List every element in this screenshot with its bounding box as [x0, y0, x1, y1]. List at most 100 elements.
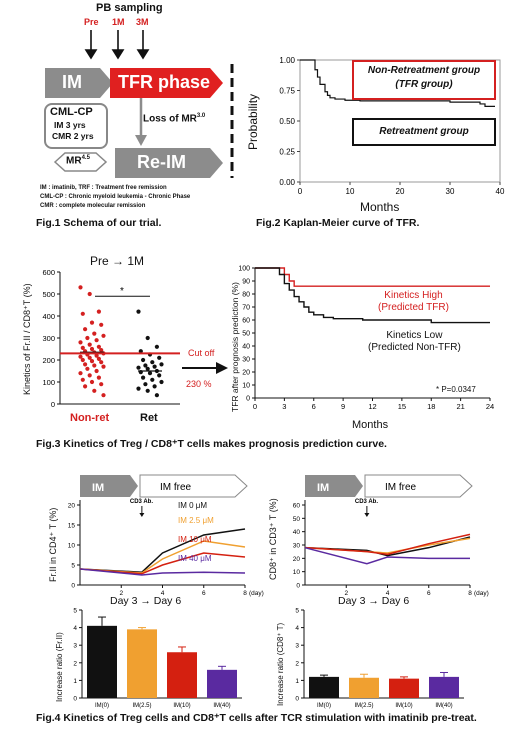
fig2-ytick-label: 0.25 [279, 148, 295, 157]
scatter-point [145, 366, 150, 371]
bar-0 [309, 676, 339, 698]
bar-3 [207, 669, 237, 698]
fig4-ytick-label: 0 [296, 583, 300, 590]
bar-ytick-label: 1 [295, 678, 299, 685]
fig4-imfree-arrow-l [139, 474, 248, 498]
scatter-point [99, 348, 104, 353]
scatter-point [99, 360, 104, 365]
scatter-point [138, 349, 143, 354]
bar-category-label: IM(10) [395, 703, 412, 709]
fig2-xtick-label: 0 [298, 187, 303, 196]
reim-arrow [115, 148, 223, 178]
fig4-right-ylabel: CD8⁺ in CD3⁺ T (%) [268, 498, 278, 580]
fig4-imfree-arrow-r [364, 474, 473, 498]
scatter-point [157, 373, 162, 378]
cutoff-value: 230 % [186, 379, 212, 389]
bar-category-label: IM(10) [173, 703, 190, 709]
bar-ytick-label: 3 [73, 643, 77, 650]
scatter-point [145, 335, 150, 341]
scatter-ytick-label: 200 [42, 356, 55, 365]
scatter-point [87, 373, 92, 378]
scatter-point [80, 311, 85, 316]
high-label: Kinetics High (Predicted TFR) [378, 290, 449, 313]
scatter-point [92, 388, 97, 393]
loss-label: Loss of MR3.0 [143, 113, 206, 125]
fig2-xtick-label: 20 [396, 187, 405, 196]
bar-category-label: IM(2.5) [132, 703, 151, 709]
fig4-im-label-r: IM [317, 482, 329, 494]
mr-label: MR4.5 [66, 155, 90, 167]
km-ytick-label: 70 [242, 305, 250, 312]
fig3-caption: Fig.3 Kinetics of Treg / CD8⁺T cells mak… [36, 438, 387, 450]
scatter-point [83, 362, 88, 367]
km-ytick-label: 100 [238, 266, 250, 273]
non-retreatment-box: Non-Retreatment group (TFR group) [352, 60, 496, 100]
cml-line1: IM 3 yrs [54, 120, 86, 130]
fig4-series-3 [304, 546, 470, 565]
fig2-ytick-label: 0.75 [279, 87, 295, 96]
km-ytick-label: 80 [242, 292, 250, 299]
pvalue: * P=0.0347 [436, 385, 476, 394]
scatter-title: Pre → 1M [90, 254, 145, 268]
fig4-xtick-label: 2 [344, 590, 348, 597]
fig1-schema [44, 30, 234, 178]
km-xlabel: Months [352, 419, 389, 431]
low-label: Kinetics Low (Predicted Non-TFR) [368, 330, 461, 353]
time-3m: 3M [136, 17, 149, 27]
fig4-xtick-label: 6 [427, 590, 431, 597]
im-label: IM [62, 72, 82, 92]
scatter-point [80, 377, 85, 382]
bar-category-label: IM(0) [95, 703, 109, 709]
scatter-point [141, 357, 146, 363]
fig4-xtick-label: 4 [161, 590, 165, 597]
km-ytick-label: 60 [242, 318, 250, 325]
km-curve-0 [255, 267, 490, 287]
fig4-series-label-0: IM 0 μM [178, 501, 207, 510]
fig4-xtick-label: 4 [386, 590, 390, 597]
fig4-cd3-arrowhead [364, 513, 370, 517]
scatter-point [159, 379, 164, 385]
km-ytick-label: 40 [242, 344, 250, 351]
reim-label: Re-IM [137, 152, 186, 172]
fig4-xtick-label: 6 [202, 590, 206, 597]
bar-ytick-label: 2 [295, 660, 299, 667]
bar-ytick-label: 0 [73, 696, 77, 703]
km-xtick-label: 24 [486, 402, 494, 411]
fig4-ytick-label: 60 [293, 503, 301, 510]
fig1-caption: Fig.1 Schema of our trial. [36, 217, 162, 229]
km-ylabel: TFR after prognosis prediction (%) [230, 282, 240, 412]
fig4-caption: Fig.4 Kinetics of Treg cells and CD8⁺T c… [36, 712, 477, 724]
km-ytick-label: 0 [246, 396, 250, 403]
scatter-point [96, 344, 101, 349]
fig4-im-label-l: IM [92, 482, 104, 494]
loss-arrow [135, 98, 147, 146]
scatter-ytick-label: 500 [42, 290, 55, 299]
fig4-ytick-label: 0 [71, 583, 75, 590]
km-ytick-label: 50 [242, 331, 250, 338]
bar-category-label: IM(40) [435, 703, 452, 709]
bar-1 [127, 629, 157, 698]
pb-sampling-label: PB sampling [96, 2, 163, 14]
fig2-xlabel: Months [360, 200, 400, 214]
tfr-phase-label: TFR phase [118, 72, 211, 92]
fig4-ytick-label: 20 [68, 503, 76, 510]
scatter-point [89, 320, 95, 325]
scatter-point [101, 333, 106, 338]
scatter-ylabel: Kinetics of Fr.II / CD8⁺T (%) [22, 283, 32, 395]
fig4-ytick-label: 30 [293, 543, 301, 550]
bar-category-label: IM(40) [213, 703, 230, 709]
scatter-point [141, 375, 146, 380]
bar-ytick-label: 2 [73, 660, 77, 667]
bar-0 [87, 625, 117, 698]
scatter-point [150, 360, 155, 365]
day-range-right: Day 3 → Day 6 [338, 595, 410, 607]
scatter-point [92, 363, 97, 368]
scatter-ytick-label: 0 [51, 400, 55, 409]
fig4-im-arrow-r [305, 475, 363, 497]
km-ytick-label: 90 [242, 279, 250, 286]
scatter-point [89, 359, 95, 364]
scatter-point [80, 345, 85, 350]
km-ytick-label: 20 [242, 370, 250, 377]
bar-3 [429, 676, 459, 698]
km-xtick-label: 0 [253, 402, 257, 411]
